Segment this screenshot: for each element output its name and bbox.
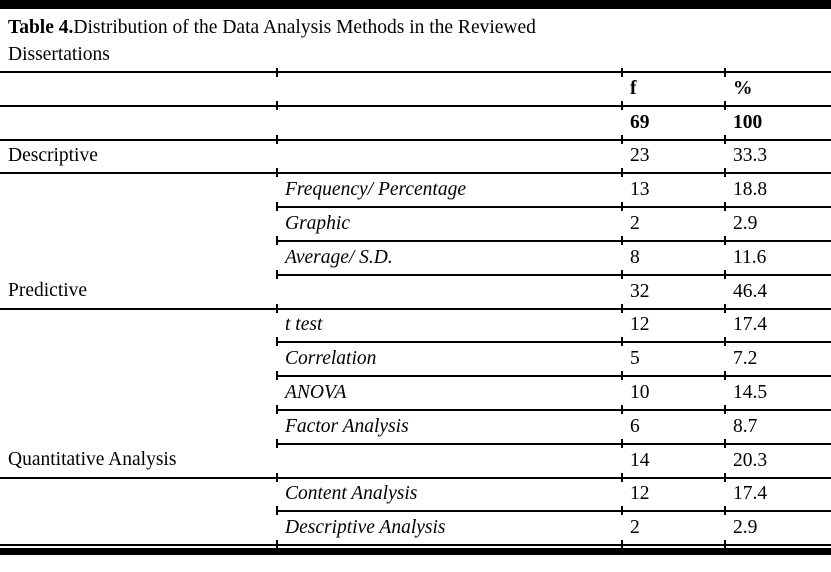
percent-cell: 11.6 [724,240,831,278]
table-row: Average/ S.D. 8 11.6 [0,240,831,278]
header-percent-cell: % [724,69,831,111]
method-cell: Content Analysis [276,477,622,515]
header-f-cell: f [621,69,725,111]
f-cell: 2 [621,511,725,548]
table-row: Descriptive 23 33.3 [0,139,831,177]
caption-title-part1: Distribution of the Data Analysis Method… [73,17,536,38]
table-row: Content Analysis 12 17.4 [0,477,831,515]
table-row: t test 12 17.4 [0,308,831,346]
percent-cell: 2.9 [724,511,831,548]
table-header-row: f % [0,69,831,111]
table-row: Quantitative Analysis 14 20.3 [0,443,831,481]
category-cell [0,241,277,275]
method-cell [276,443,622,481]
caption-line-1: Table 4.Distribution of the Data Analysi… [8,14,823,41]
method-cell [276,139,622,177]
table-top-rule [0,0,831,9]
method-cell: t test [276,308,622,346]
method-cell: Descriptive Analysis [276,511,622,548]
totals-category-cell [0,105,277,141]
percent-cell: 17.4 [724,308,831,346]
table-row: Factor Analysis 6 8.7 [0,409,831,447]
category-cell: Quantitative Analysis [0,443,277,479]
f-cell: 10 [621,376,725,413]
f-cell: 6 [621,409,725,447]
f-cell: 13 [621,173,725,210]
category-cell [0,309,277,343]
method-cell: Average/ S.D. [276,240,622,278]
percent-cell: 14.5 [724,376,831,413]
table-totals-row: 69 100 [0,105,831,143]
table-row: ANOVA 10 14.5 [0,376,831,413]
percent-cell: 33.3 [724,139,831,177]
category-cell [0,410,277,444]
method-cell: Frequency/ Percentage [276,173,622,210]
percent-cell: 7.2 [724,342,831,379]
f-cell: 12 [621,477,725,515]
f-cell: 14 [621,443,725,481]
method-cell [276,274,622,312]
f-cell: 32 [621,274,725,312]
data-analysis-methods-table: f % 69 100 Descriptive 23 33.3 Frequency… [0,69,831,548]
percent-cell: 18.8 [724,173,831,210]
category-cell [0,511,277,547]
percent-cell: 8.7 [724,409,831,447]
table-row: Correlation 5 7.2 [0,342,831,379]
f-cell: 2 [621,207,725,244]
percent-cell: 20.3 [724,443,831,481]
table-caption: Table 4.Distribution of the Data Analysi… [0,9,831,71]
percent-cell: 2.9 [724,207,831,244]
f-cell: 23 [621,139,725,177]
table-row: Descriptive Analysis 2 2.9 [0,511,831,548]
category-cell [0,376,277,410]
category-cell: Descriptive [0,139,277,175]
category-cell: Predictive [0,274,277,310]
category-cell [0,342,277,376]
totals-method-cell [276,105,622,143]
header-category-cell [0,71,277,107]
totals-f-cell: 69 [621,105,725,143]
caption-title-part2: Dissertations [8,44,110,65]
table-number-label: Table 4. [8,17,74,38]
f-cell: 8 [621,240,725,278]
table-row: Graphic 2 2.9 [0,207,831,244]
f-cell: 5 [621,342,725,379]
method-cell: Correlation [276,342,622,379]
header-method-cell [276,69,622,111]
method-cell: Factor Analysis [276,409,622,447]
totals-percent-cell: 100 [724,105,831,143]
category-cell [0,478,277,512]
category-cell [0,173,277,207]
method-cell: ANOVA [276,376,622,413]
f-cell: 12 [621,308,725,346]
percent-cell: 17.4 [724,477,831,515]
category-cell [0,207,277,241]
table-bottom-rule [0,548,831,556]
percent-cell: 46.4 [724,274,831,312]
caption-line-2: Dissertations [8,41,823,68]
table-row: Predictive 32 46.4 [0,274,831,312]
method-cell: Graphic [276,207,622,244]
table-row: Frequency/ Percentage 13 18.8 [0,173,831,210]
